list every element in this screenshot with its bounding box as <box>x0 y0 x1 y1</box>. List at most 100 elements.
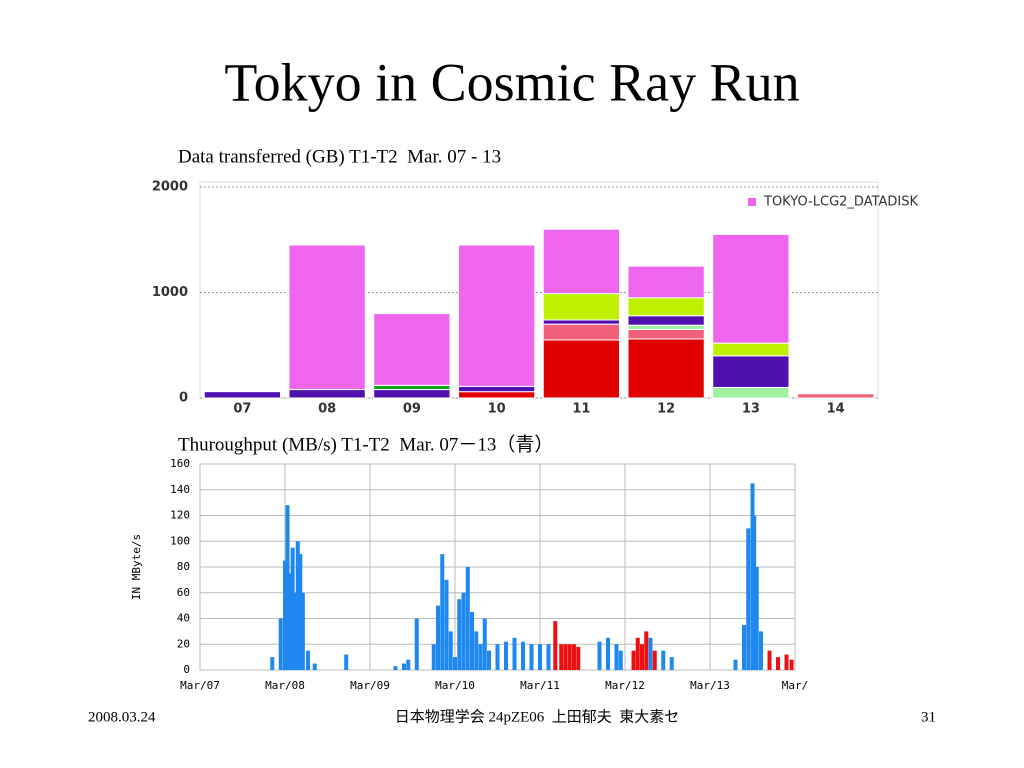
bar-segment <box>373 389 451 399</box>
bar <box>402 663 406 670</box>
legend-label: TOKYO-LCG2_DATADISK <box>763 195 919 210</box>
bar <box>742 624 746 670</box>
bar-segment <box>288 244 366 391</box>
bar-segment <box>542 228 621 295</box>
bar-segment <box>712 233 790 344</box>
bar <box>648 637 653 670</box>
chart-title: Data transferred (GB) T1-T2 Mar. 07 - 13 <box>178 146 501 167</box>
x-tick-label: 11 <box>572 402 590 417</box>
bar <box>618 650 623 670</box>
bar <box>661 650 666 670</box>
bar <box>444 579 449 670</box>
bar <box>733 659 738 670</box>
bar-segment <box>627 265 705 299</box>
bar <box>576 646 581 670</box>
bar <box>495 644 500 670</box>
bar-segment <box>457 385 536 393</box>
y-tick-label: 100 <box>170 534 190 547</box>
y-tick-label: 80 <box>177 560 190 573</box>
y-tick-label: 140 <box>170 483 190 496</box>
bar <box>640 644 644 670</box>
bar <box>288 573 293 670</box>
bar <box>504 641 508 670</box>
bar <box>283 560 287 670</box>
bar <box>393 666 398 670</box>
y-tick-label: 120 <box>170 509 190 522</box>
bar <box>482 618 487 670</box>
bar <box>606 637 610 670</box>
bar <box>521 641 525 670</box>
bar <box>553 621 558 670</box>
bar-segment <box>542 319 621 325</box>
bar <box>290 547 295 670</box>
bar <box>767 650 772 670</box>
bar <box>305 650 310 670</box>
x-tick-label: Mar/11 <box>520 679 560 692</box>
bar <box>298 554 303 670</box>
y-tick-label: 0 <box>183 663 190 676</box>
x-tick-label: 07 <box>233 402 251 417</box>
bar <box>448 631 453 670</box>
bar <box>461 592 466 670</box>
bar <box>414 618 419 670</box>
bar <box>631 650 636 670</box>
bar <box>512 637 517 670</box>
x-tick-label: Mar/09 <box>350 679 390 692</box>
bar <box>436 605 440 670</box>
bar-segment <box>627 328 705 340</box>
x-tick-label: 10 <box>488 402 506 417</box>
bar <box>784 654 789 670</box>
bar-segment <box>712 342 790 357</box>
bar <box>470 612 474 670</box>
x-tick-label: Mar/07 <box>180 679 220 692</box>
x-tick-label: 13 <box>742 402 760 417</box>
bar <box>440 554 445 670</box>
x-tick-label: Mar/ <box>782 679 809 692</box>
bar <box>406 659 411 670</box>
bar <box>474 631 479 670</box>
bar <box>529 644 534 670</box>
bar <box>285 505 290 670</box>
y-tick-label: 2000 <box>152 180 188 195</box>
y-axis-label: IN MByte/s <box>130 534 143 600</box>
footer-date: 2008.03.24 <box>88 709 156 725</box>
bar <box>669 657 674 670</box>
x-tick-label: 08 <box>318 402 336 417</box>
bar <box>754 567 759 670</box>
bar <box>293 592 298 670</box>
x-tick-label: Mar/08 <box>265 679 305 692</box>
bar-segment <box>627 315 705 326</box>
footer-center: 日本物理学会 24pZE06 上田郁夫 東大素セ <box>395 708 680 725</box>
y-tick-label: 40 <box>177 612 190 625</box>
bar-segment <box>457 244 536 387</box>
bar <box>559 644 564 670</box>
x-tick-label: 12 <box>657 402 675 417</box>
bar <box>457 599 462 670</box>
bar-segment <box>457 391 536 399</box>
bar <box>465 567 470 670</box>
y-tick-label: 160 <box>170 457 190 470</box>
x-tick-label: Mar/12 <box>605 679 645 692</box>
bar <box>746 528 751 670</box>
bar-segment <box>627 338 705 399</box>
plot-frame <box>199 181 879 399</box>
bar <box>759 631 763 670</box>
bar <box>635 637 640 670</box>
bar <box>295 541 300 670</box>
bar-segment <box>627 297 705 317</box>
x-tick-label: Mar/10 <box>435 679 475 692</box>
bar <box>431 644 436 670</box>
chart-title: Thuroughput (MB/s) T1-T2 Mar. 07－13（青） <box>178 433 553 455</box>
bar-segment <box>712 355 790 388</box>
bar-segment <box>796 393 875 399</box>
bar <box>597 641 602 670</box>
bar <box>538 644 542 670</box>
y-tick-label: 1000 <box>152 285 188 300</box>
x-tick-label: 09 <box>403 402 421 417</box>
y-tick-label: 20 <box>177 637 190 650</box>
bar-segment <box>373 313 451 386</box>
bar <box>614 644 619 670</box>
bar <box>278 618 283 670</box>
bar <box>752 515 757 670</box>
